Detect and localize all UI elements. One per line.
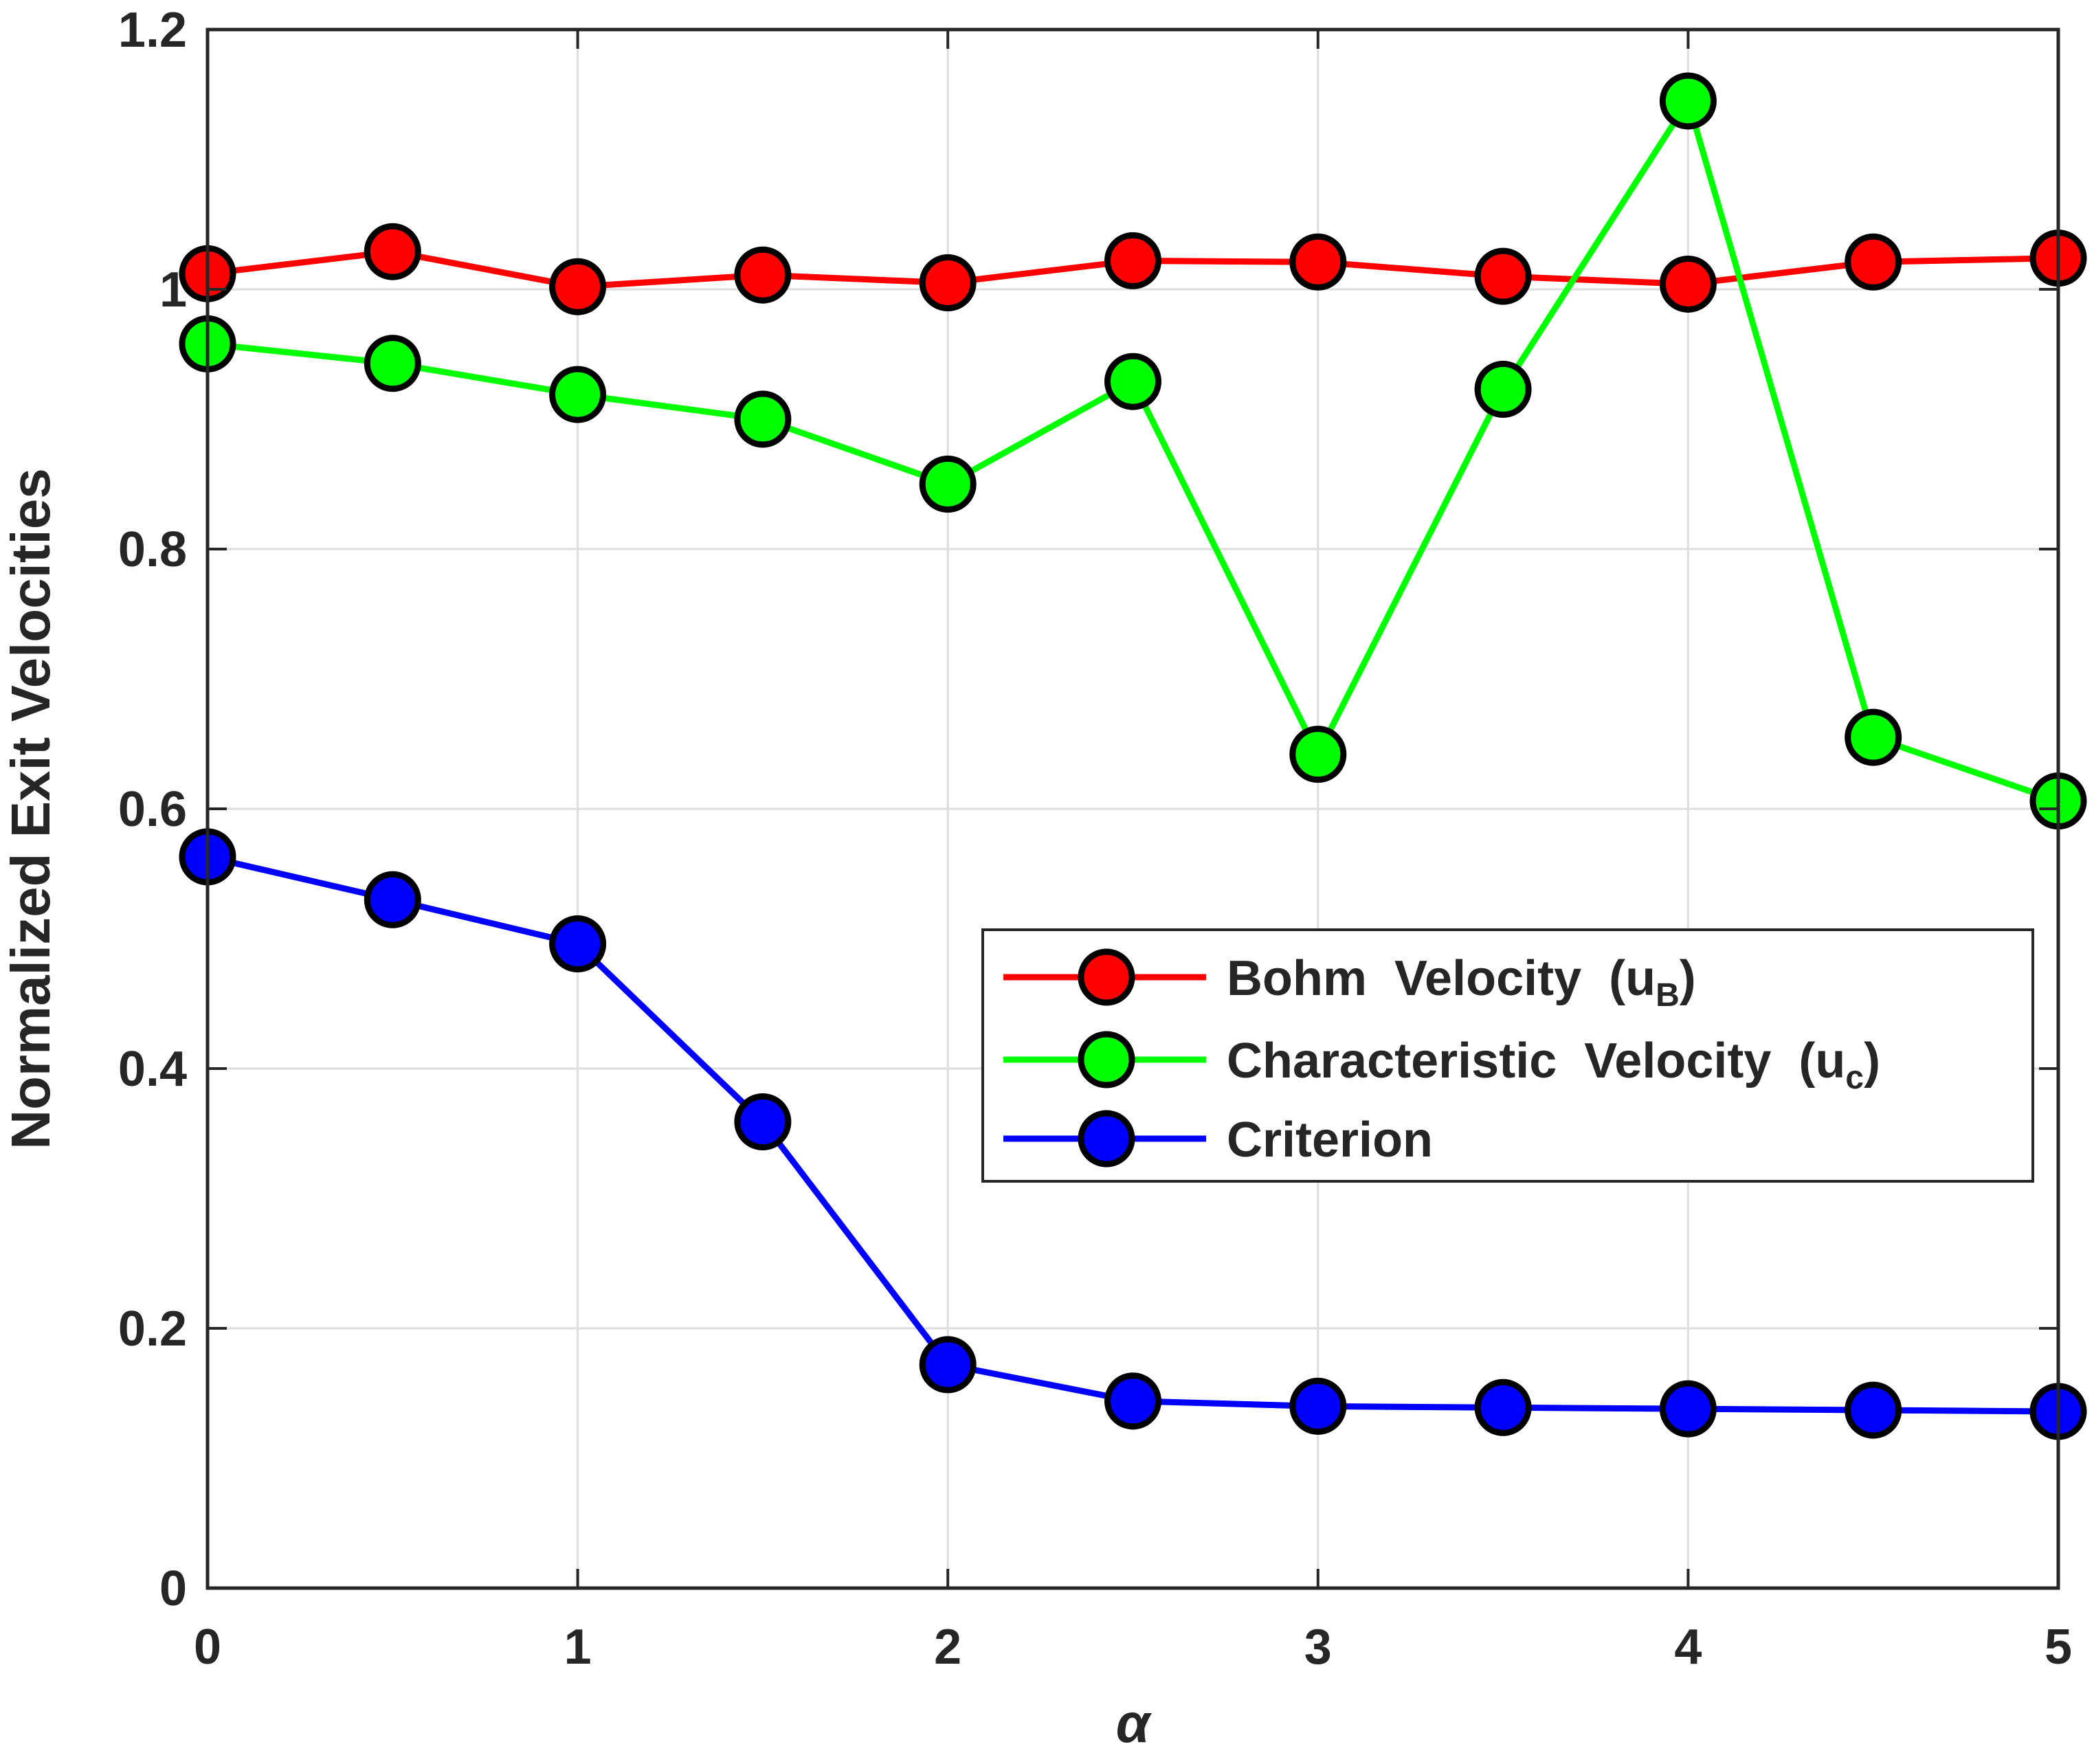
data-point	[1474, 247, 1532, 305]
x-tick-labels: 0 1 2 3 4 5	[194, 1620, 2072, 1675]
data-point	[364, 223, 421, 280]
data-point	[1289, 233, 1347, 291]
y-tick-label: 1	[159, 263, 187, 317]
x-tick-label: 3	[1304, 1620, 1332, 1675]
data-point	[919, 1336, 977, 1394]
y-tick-label: 0.2	[118, 1302, 187, 1357]
data-point	[1659, 255, 1717, 313]
x-tick-label: 1	[564, 1620, 592, 1675]
x-tick-label: 0	[194, 1620, 221, 1675]
data-point	[919, 456, 977, 513]
data-point	[364, 871, 421, 928]
y-axis-label: Normalized Exit Velocities	[0, 468, 61, 1149]
legend-entry: Characteristic Velocity (uc)	[1227, 1034, 1880, 1096]
y-tick-label: 1.2	[118, 3, 187, 58]
legend-entry: Bohm Velocity (uB)	[1227, 951, 1696, 1014]
data-point	[364, 335, 421, 392]
data-point	[1659, 72, 1717, 130]
data-point	[1104, 232, 1161, 289]
data-point	[549, 366, 607, 423]
legend-marker	[1078, 948, 1135, 1006]
data-point	[1845, 1381, 1902, 1439]
y-tick-labels: 0 0.2 0.4 0.6 0.8 1 1.2	[118, 3, 187, 1616]
data-point	[1659, 1380, 1717, 1438]
y-tick-label: 0	[159, 1561, 187, 1616]
data-point	[1474, 361, 1532, 418]
x-tick-label: 5	[2045, 1620, 2072, 1675]
series-points	[179, 72, 2087, 1440]
data-point	[1104, 1372, 1161, 1430]
legend: Bohm Velocity (uB) Characteristic Velocit…	[981, 928, 2034, 1183]
data-point	[734, 246, 792, 304]
x-axis-label: α	[1116, 1693, 1152, 1754]
legend-entry: Criterion	[1227, 1113, 1433, 1168]
data-point	[1474, 1378, 1532, 1436]
legend-marker	[1078, 1110, 1135, 1168]
data-point	[1845, 233, 1902, 291]
data-point	[1845, 708, 1902, 766]
data-point	[549, 258, 607, 315]
y-tick-label: 0.6	[118, 782, 187, 837]
y-tick-label: 0.8	[118, 522, 187, 577]
data-point	[919, 254, 977, 312]
y-tick-label: 0.4	[118, 1042, 187, 1097]
data-point	[734, 390, 792, 448]
x-tick-label: 4	[1674, 1620, 1702, 1675]
data-point	[1289, 1377, 1347, 1435]
data-point	[1104, 353, 1161, 410]
data-point	[734, 1093, 792, 1150]
x-tick-label: 2	[934, 1620, 961, 1675]
axis-ticks	[206, 28, 2060, 1589]
legend-marker	[1078, 1031, 1135, 1088]
data-point	[1289, 726, 1347, 783]
data-point	[549, 915, 607, 973]
